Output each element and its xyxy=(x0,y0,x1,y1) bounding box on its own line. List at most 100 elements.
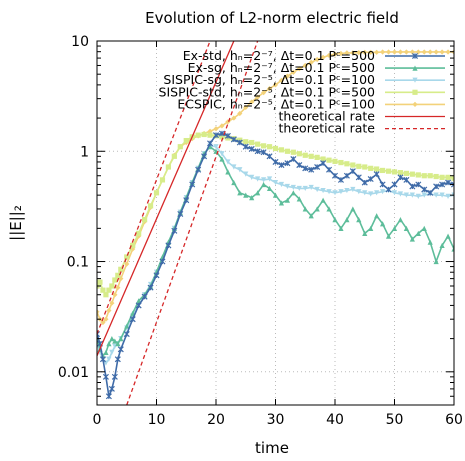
data-point xyxy=(109,283,115,289)
data-point xyxy=(106,341,112,347)
theoretical-rate-line xyxy=(97,41,235,356)
legend-marker xyxy=(412,101,418,107)
data-point xyxy=(118,336,124,342)
data-point xyxy=(445,193,451,199)
data-point xyxy=(219,123,225,129)
data-point xyxy=(219,151,225,157)
data-point xyxy=(129,316,136,323)
data-point xyxy=(439,174,445,180)
data-point xyxy=(225,159,231,165)
data-point xyxy=(415,181,422,188)
data-point xyxy=(302,185,308,192)
data-point xyxy=(427,173,433,179)
legend-entry: ECSPIC, hₙ=2⁻⁵, Δt=0.1 Pᶜ=100 xyxy=(177,96,445,111)
data-point xyxy=(403,192,409,198)
theoretical-rate-dashed-line xyxy=(126,41,259,405)
data-point xyxy=(433,192,439,198)
data-point xyxy=(111,373,118,380)
data-point xyxy=(350,162,356,168)
data-point xyxy=(109,336,115,342)
data-point xyxy=(109,349,115,355)
data-point xyxy=(374,213,380,219)
data-point xyxy=(114,356,121,363)
series-2 xyxy=(97,143,454,366)
data-point xyxy=(266,144,273,150)
data-point xyxy=(331,172,339,179)
data-point xyxy=(397,174,404,181)
data-point xyxy=(326,52,332,59)
legend-marker xyxy=(412,65,418,71)
data-point xyxy=(308,184,314,191)
series-6 xyxy=(97,41,259,405)
x-tick-label: 50 xyxy=(386,412,404,428)
data-point xyxy=(115,285,121,291)
data-point xyxy=(403,170,409,176)
data-point xyxy=(445,49,451,55)
data-point xyxy=(112,277,118,283)
data-point xyxy=(380,167,386,174)
data-point xyxy=(368,191,374,197)
data-point xyxy=(362,190,368,196)
data-point xyxy=(296,162,303,169)
data-point xyxy=(308,213,314,219)
data-point xyxy=(403,225,409,231)
data-point xyxy=(106,307,112,314)
data-point xyxy=(356,49,362,56)
data-point xyxy=(397,217,404,223)
data-point xyxy=(290,149,296,155)
data-point xyxy=(427,239,433,245)
data-point xyxy=(368,225,374,231)
data-point xyxy=(421,173,427,179)
legend-label: Ex-sg, hₙ=2⁻⁷, Δt=0.1 Pᶜ=500 xyxy=(188,60,375,75)
data-point xyxy=(254,148,261,155)
data-point xyxy=(165,242,172,249)
data-point xyxy=(397,49,404,55)
data-point xyxy=(99,356,106,363)
legend-label: SISPIC-sg, hₙ=2⁻⁵, Δt=0.1 Pᶜ=100 xyxy=(163,72,375,87)
data-point xyxy=(124,261,130,267)
data-point xyxy=(362,230,368,236)
data-point xyxy=(189,181,196,188)
legend-marker xyxy=(411,52,419,60)
data-point xyxy=(183,197,190,204)
data-point xyxy=(302,152,308,158)
data-point xyxy=(272,179,279,186)
data-point xyxy=(433,49,439,55)
data-point xyxy=(350,50,356,56)
data-point xyxy=(242,143,249,150)
data-point xyxy=(117,346,124,353)
x-tick-label: 60 xyxy=(445,412,463,428)
data-point xyxy=(427,189,434,196)
data-point xyxy=(177,210,184,217)
data-point xyxy=(243,192,249,198)
data-point xyxy=(415,172,421,178)
data-point xyxy=(103,316,109,322)
data-point xyxy=(356,163,362,169)
data-point xyxy=(207,140,214,147)
y-tick-label: 0.01 xyxy=(58,365,89,381)
data-point xyxy=(374,49,380,55)
data-point xyxy=(118,266,124,272)
data-point xyxy=(219,134,225,140)
data-point xyxy=(207,128,213,134)
data-point xyxy=(153,190,160,196)
data-point xyxy=(445,174,451,180)
series-5 xyxy=(97,41,235,356)
data-point xyxy=(391,169,398,175)
data-point xyxy=(278,77,285,83)
data-point xyxy=(409,171,415,177)
y-tick-label: 1 xyxy=(80,144,89,160)
data-point xyxy=(97,279,103,285)
data-point xyxy=(409,49,415,55)
data-point xyxy=(105,393,112,400)
data-point xyxy=(261,143,267,149)
data-point xyxy=(338,50,344,57)
data-point xyxy=(374,166,380,172)
legend-entry: theoretical rate xyxy=(279,121,445,136)
data-point xyxy=(415,230,421,236)
data-point xyxy=(272,82,279,88)
data-point xyxy=(201,131,207,138)
data-point xyxy=(109,300,115,306)
data-point xyxy=(266,176,273,182)
